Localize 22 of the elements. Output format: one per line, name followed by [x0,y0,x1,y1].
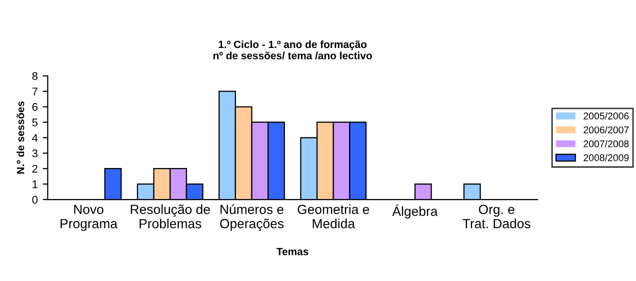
y-tick-label: 7 [32,88,38,96]
y-tick-label: 5 [32,118,38,126]
x-tick-label: Geometria e Medida [298,204,370,228]
x-tick-label: Org. e Trat. Dados [462,204,530,228]
legend-label: 2006/2007 [584,126,629,134]
x-tick-label: Números e Operações [220,204,284,231]
y-tick-label: 4 [32,134,38,142]
x-axis-title: Temas [276,248,308,256]
y-tick-label: 1 [32,180,38,188]
y-tick-label: 2 [32,164,38,173]
x-tick-label: Álgebra [392,204,438,219]
y-tick-label: 6 [32,103,38,111]
y-tick-label: 0 [32,196,38,204]
legend-label: 2005/2006 [584,112,629,120]
x-tick-label: Novo Programa [60,204,118,231]
legend-label: 2007/2008 [584,140,629,148]
x-tick-label: Resolução de Problemas [130,204,210,228]
y-tick-label: 3 [32,149,38,158]
legend-label: 2008/2009 [584,154,629,162]
y-axis-title: N.º de sessões [16,101,24,174]
y-tick-label: 8 [32,72,38,80]
chart-title: 1.º Ciclo - 1.º ano de formação nº de sessões/ tema /ano lectivo [213,40,372,60]
